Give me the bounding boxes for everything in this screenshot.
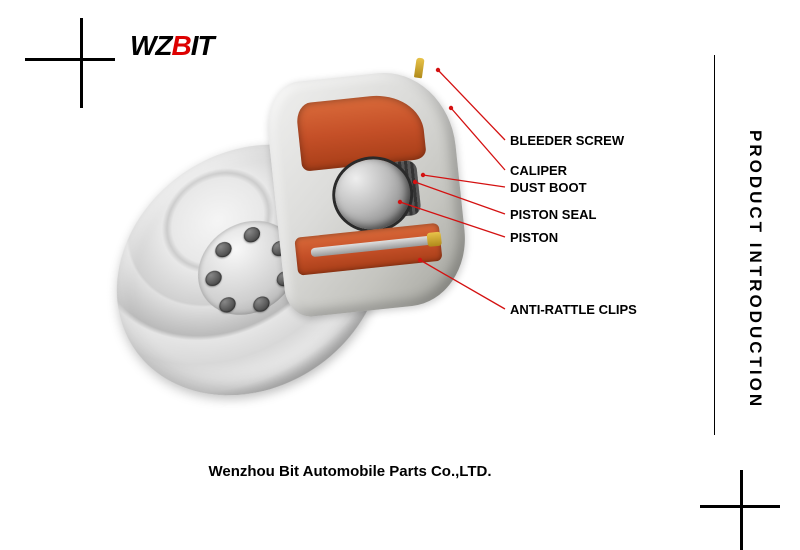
company-name: Wenzhou Bit Automobile Parts Co.,LTD. <box>0 463 700 480</box>
cutaway-upper <box>295 91 426 172</box>
bleeder-screw <box>414 57 425 78</box>
label-dust-boot: DUST BOOT <box>510 180 587 195</box>
logo-text-it: IT <box>191 30 214 61</box>
lug-bolt <box>252 296 270 312</box>
side-title: PRODUCT INTRODUCTION <box>745 130 765 409</box>
logo-text-wz: WZ <box>130 30 172 61</box>
label-anti-rattle: ANTI-RATTLE CLIPS <box>510 302 637 317</box>
label-caliper: CALIPER <box>510 163 567 178</box>
brake-caliper-diagram <box>100 70 440 430</box>
label-piston-seal: PISTON SEAL <box>510 207 596 222</box>
vertical-divider <box>714 55 715 435</box>
label-bleeder-screw: BLEEDER SCREW <box>510 133 624 148</box>
brand-logo: WZBIT <box>130 30 214 62</box>
caliper-body <box>263 66 472 319</box>
logo-text-b: B <box>172 30 191 61</box>
label-piston: PISTON <box>510 230 558 245</box>
